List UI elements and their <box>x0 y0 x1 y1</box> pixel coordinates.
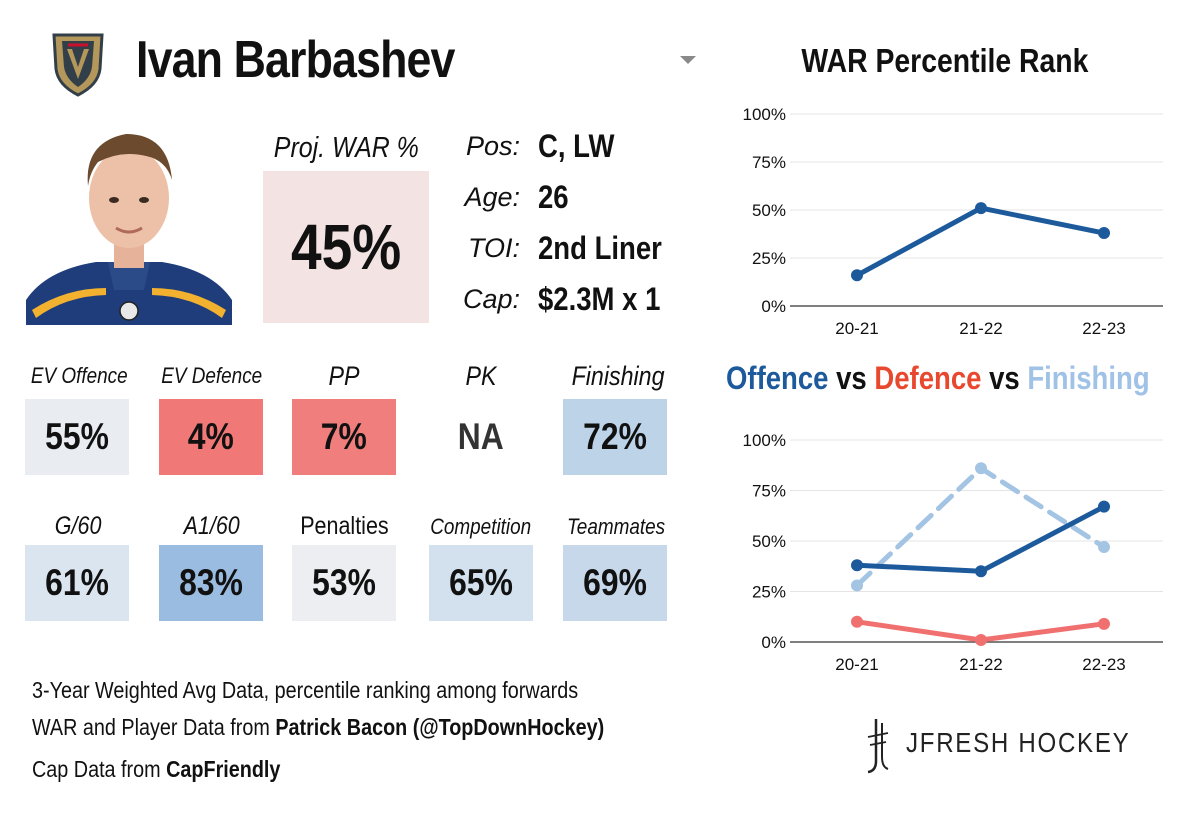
stat-box-a160 <box>159 545 263 621</box>
stat-box-ev-offence <box>25 399 129 475</box>
y-tick-label: 0% <box>761 633 786 652</box>
y-tick-label: 100% <box>743 431 786 450</box>
data-point-finishing <box>975 462 987 475</box>
stat-box-ev-defence <box>159 399 263 475</box>
y-tick-label: 25% <box>752 583 786 602</box>
y-tick-label: 50% <box>752 532 786 551</box>
data-point-war <box>975 202 987 215</box>
stat-box-penalties <box>292 545 396 621</box>
stat-label-teammates: Teammates <box>566 514 666 539</box>
data-point-finishing <box>1098 541 1110 554</box>
proj-war-box <box>263 171 429 323</box>
stat-label-pp: PP <box>328 361 360 391</box>
jfresh-logo-icon <box>862 717 892 775</box>
stat-box-teammates <box>563 545 667 621</box>
age-value: 26 <box>538 179 569 215</box>
cap-value: $2.3M x 1 <box>538 281 661 317</box>
data-point-finishing <box>851 579 863 592</box>
title-vs-1: vs <box>828 360 875 396</box>
stat-value-competition: 65% <box>449 562 513 603</box>
data-point-war <box>851 269 863 282</box>
stat-label-a160: A1/60 <box>183 512 241 540</box>
title-defence: Defence <box>874 360 982 396</box>
war-chart-title: WAR Percentile Rank <box>801 42 1089 79</box>
series-line-war <box>854 205 1107 278</box>
stat-box-g60 <box>25 545 129 621</box>
stat-label-ev-defence: EV Defence <box>161 363 263 388</box>
pos-value: C, LW <box>538 128 615 164</box>
y-tick-label: 75% <box>752 482 786 501</box>
title-vs-2: vs <box>981 360 1028 396</box>
y-tick-label: 25% <box>752 249 786 268</box>
data-point-offence <box>975 565 987 578</box>
stat-value-finishing: 72% <box>583 416 647 457</box>
footer-note-war-source: WAR and Player Data from Patrick Bacon (… <box>32 714 605 740</box>
stat-value-pp: 7% <box>320 416 367 457</box>
proj-war-label: Proj. WAR % <box>273 132 419 164</box>
stat-value-ev-defence: 4% <box>187 416 234 457</box>
stat-value-teammates: 69% <box>583 562 647 603</box>
data-point-offence <box>851 559 863 572</box>
stat-label-g60: G/60 <box>54 512 102 540</box>
data-point-defence <box>851 615 863 628</box>
footer-note-weighted-avg: 3-Year Weighted Avg Data, percentile ran… <box>32 677 579 703</box>
stat-label-competition: Competition <box>430 514 532 539</box>
x-tick-label: 20-21 <box>835 655 878 674</box>
stat-box-finishing <box>563 399 667 475</box>
data-point-defence <box>975 633 987 646</box>
toi-label: TOI: <box>467 233 520 263</box>
series-line-offence <box>854 504 1107 574</box>
y-tick-label: 75% <box>752 153 786 172</box>
team-logo-icon <box>50 27 106 97</box>
stat-label-finishing: Finishing <box>571 361 665 391</box>
x-tick-label: 22-23 <box>1082 319 1125 338</box>
cap-source-name: CapFriendly <box>166 756 281 782</box>
stat-value-pk: NA <box>458 416 504 457</box>
stat-label-pk: PK <box>465 361 497 391</box>
war-source-name: Patrick Bacon (@TopDownHockey) <box>275 714 605 740</box>
stat-box-pp <box>292 399 396 475</box>
stat-box-pk <box>429 399 533 475</box>
proj-war-value: 45% <box>290 211 402 283</box>
stat-label-ev-offence: EV Offence <box>30 363 128 388</box>
x-tick-label: 21-22 <box>959 319 1002 338</box>
y-tick-label: 0% <box>761 297 786 316</box>
stat-value-g60: 61% <box>45 562 109 603</box>
data-point-defence <box>1098 617 1110 630</box>
stat-value-a160: 83% <box>179 562 243 603</box>
data-point-war <box>1098 227 1110 240</box>
stat-value-penalties: 53% <box>312 562 376 603</box>
y-tick-label: 100% <box>743 105 786 124</box>
player-name: Ivan Barbashev <box>136 31 455 89</box>
stat-box-competition <box>429 545 533 621</box>
age-label: Age: <box>464 182 520 212</box>
data-point-offence <box>1098 500 1110 513</box>
cap-label: Cap: <box>462 284 520 314</box>
title-finishing: Finishing <box>1027 360 1150 396</box>
stat-label-penalties: Penalties <box>299 512 389 540</box>
pos-label: Pos: <box>465 131 520 161</box>
player-headshot <box>26 120 232 325</box>
footer-note-cap-source: Cap Data from CapFriendly <box>32 756 281 782</box>
x-tick-label: 22-23 <box>1082 655 1125 674</box>
offence-defence-finishing-chart: 0% 25% 50% 75% 100% 20-21 21-22 22-23 <box>743 431 1163 674</box>
stat-value-ev-offence: 55% <box>45 416 109 457</box>
x-tick-label: 20-21 <box>835 319 878 338</box>
comparison-chart-title: Offence vs Defence vs Finishing <box>726 360 1200 397</box>
chevron-down-icon[interactable] <box>680 56 696 64</box>
brand-name: JFRESH HOCKEY <box>906 727 1131 758</box>
toi-value: 2nd Liner <box>538 230 662 266</box>
war-percentile-chart: 0% 25% 50% 75% 100% 20-21 21-22 22-23 <box>743 105 1163 338</box>
title-offence: Offence <box>726 360 829 396</box>
y-tick-label: 50% <box>752 201 786 220</box>
x-tick-label: 21-22 <box>959 655 1002 674</box>
